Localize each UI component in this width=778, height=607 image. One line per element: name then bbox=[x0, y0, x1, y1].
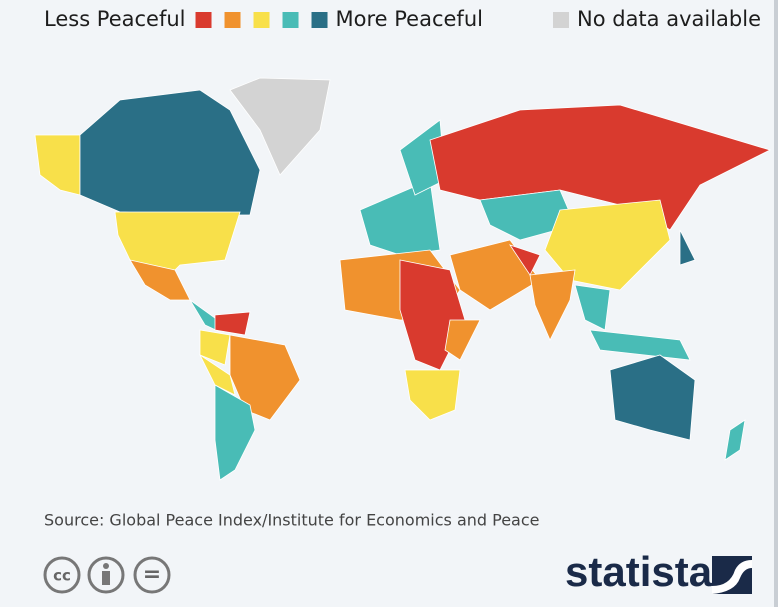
source: Source: Global Peace Index/Institute for… bbox=[44, 511, 540, 530]
by-head bbox=[103, 563, 109, 569]
legend-swatch bbox=[282, 12, 299, 28]
legend-swatch bbox=[311, 12, 328, 28]
cc-icon bbox=[43, 556, 81, 594]
legend-low-label: Less Peaceful bbox=[44, 7, 186, 31]
legend-no-data-label: No data available bbox=[577, 7, 761, 31]
by-body bbox=[102, 571, 110, 585]
license-icons: cc = bbox=[43, 556, 171, 594]
legend-swatch bbox=[253, 12, 270, 28]
edge bbox=[774, 0, 778, 607]
cc-label: cc bbox=[53, 567, 71, 585]
brand[interactable]: statista bbox=[565, 548, 713, 595]
nd-icon bbox=[133, 556, 171, 594]
nd-label: = bbox=[143, 562, 161, 587]
no-data-swatch bbox=[553, 12, 569, 28]
brand-logo bbox=[712, 556, 752, 594]
legend-swatch bbox=[195, 12, 212, 28]
legend-swatch bbox=[224, 12, 241, 28]
world-map bbox=[34, 77, 772, 481]
by-icon bbox=[87, 556, 125, 594]
legend-high-label: More Peaceful bbox=[336, 7, 483, 31]
